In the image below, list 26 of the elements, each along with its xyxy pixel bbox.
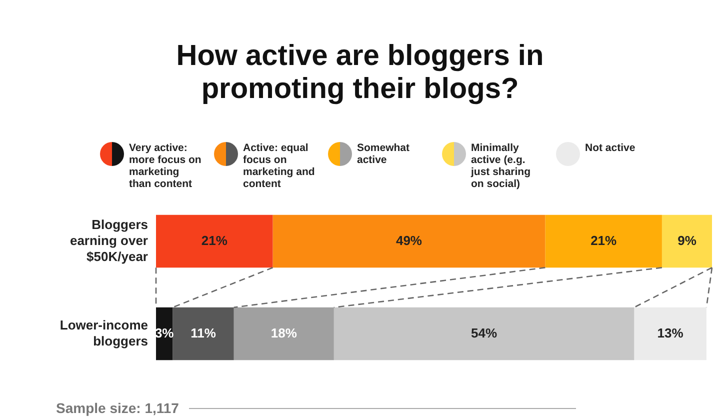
bar xyxy=(172,307,234,360)
y-tick-label: Bloggers earning over $50K/year xyxy=(70,216,148,264)
data-label: 21% xyxy=(590,232,618,248)
y-tick-label: Lower-income bloggers xyxy=(60,317,148,348)
bar xyxy=(545,214,662,268)
legend-label: Somewhat active xyxy=(357,142,411,166)
bar xyxy=(634,307,706,360)
bar xyxy=(334,307,634,360)
data-label: 21% xyxy=(201,232,228,248)
legend-label: Minimally active (e.g. just sharing on social) xyxy=(471,142,532,190)
data-label: 49% xyxy=(396,232,422,248)
bar xyxy=(662,214,712,268)
legend-label: Very active: more focus on marketing than content xyxy=(129,142,202,190)
data-label: 18% xyxy=(270,325,298,340)
text: Sample size: 1,117 xyxy=(56,400,179,416)
bar xyxy=(272,214,546,268)
data-label: 3% xyxy=(154,325,174,340)
legend-label: Active: equal focus on marketing and content xyxy=(243,142,316,190)
bar xyxy=(156,214,273,268)
data-label: 11% xyxy=(190,325,216,340)
bar xyxy=(234,307,334,360)
data-label: 13% xyxy=(657,325,684,340)
data-label: 9% xyxy=(678,232,697,248)
chart-title: How active are bloggers in promoting their blogs? xyxy=(175,40,545,106)
legend-label: Not active xyxy=(585,142,636,154)
data-label: 54% xyxy=(471,325,498,340)
